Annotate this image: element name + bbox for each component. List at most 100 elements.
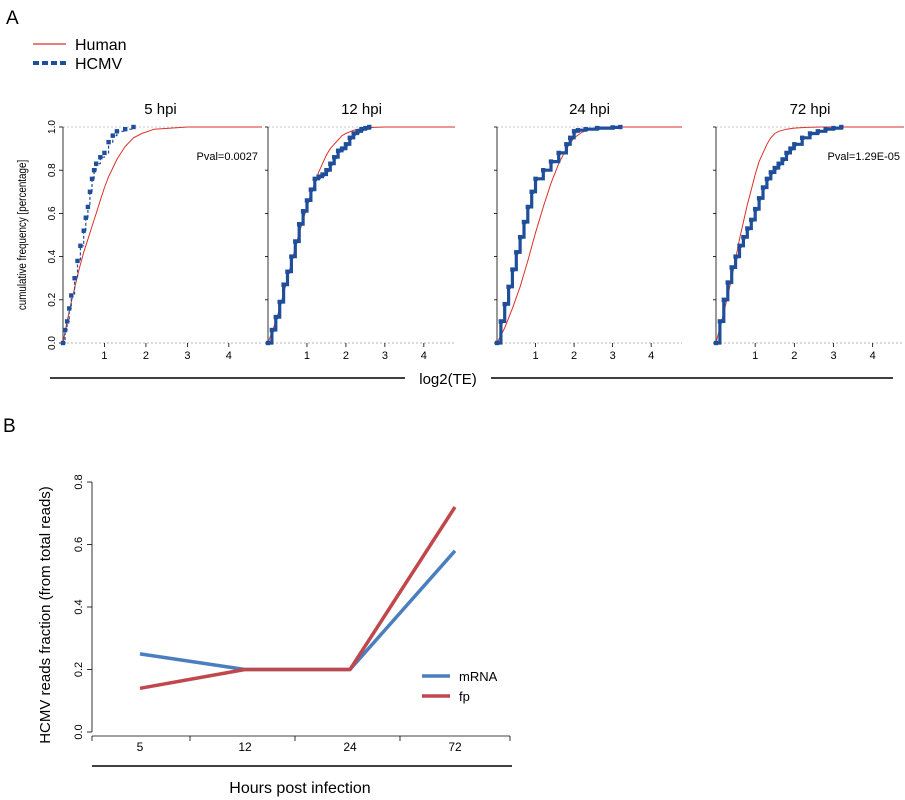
hcmv-point [122,126,128,132]
y-tick-label: 0.6 [73,537,85,552]
hcmv-point [784,150,789,156]
cdf-plot-24hpi: 1 2 3 4 24 hpi [494,101,682,362]
hcmv-point [85,204,91,210]
x-tick-label: 3 [610,350,616,362]
hcmv-point [610,125,615,130]
cdf-plot-72hpi: 1 2 3 4 72 hpi Pval=1.29E-05 [713,101,904,362]
human-cdf-line [267,126,455,344]
hcmv-point [89,176,95,182]
hcmv-point [815,129,821,134]
x-tick-label: 72 [448,740,462,754]
hcmv-point [102,150,107,156]
hcmv-point [300,209,306,214]
hcmv-point [351,131,356,136]
hcmv-point [564,142,569,147]
panel-a-xlabel: log2(TE) [419,371,477,388]
hcmv-point [799,135,805,140]
hcmv-point [760,185,766,190]
hcmv-point [541,168,546,173]
hcmv-point [339,146,345,151]
hcmv-point [548,159,554,164]
hcmv-point [359,126,364,132]
x-tick-label: 3 [184,350,190,362]
hcmv-point [335,148,341,153]
hcmv-point [713,340,719,346]
hcmv-point [324,168,329,173]
series-line-fp [139,506,457,691]
x-tick-label: 3 [382,350,388,362]
hcmv-point [733,254,738,259]
x-tick-label: 1 [304,350,310,362]
hcmv-point [114,129,120,134]
y-tick-label: 0.0 [73,724,85,739]
x-tick-label: 4 [226,350,232,362]
subplot-title: 5 hpi [144,101,177,118]
hcmv-point [595,125,600,131]
hcmv-point [768,170,774,175]
hcmv-point [93,161,99,166]
hcmv-point [91,168,97,173]
hcmv-point [296,222,302,227]
hcmv-point [717,319,723,324]
subplot-title: 72 hpi [790,101,831,118]
hcmv-point [721,297,727,302]
hcmv-point [618,124,623,130]
hcmv-point [506,284,511,290]
panel-b-label: B [3,416,16,437]
hcmv-point [106,139,111,145]
x-tick-label: 2 [143,350,149,362]
hcmv-cdf-line [716,126,843,345]
panel-a-ylabel: cumulative frequency [percentage] [16,160,29,310]
hcmv-point [823,126,828,132]
hcmv-point [521,219,527,225]
legend-label-mrna: mRNA [459,669,498,684]
panel-a-label: A [6,8,19,29]
hcmv-point [807,131,813,136]
hcmv-point [343,142,349,147]
hcmv-point [749,217,754,223]
y-axis-label: HCMV reads fraction (from total reads) [37,486,54,744]
hcmv-point [277,299,282,305]
hcmv-point [75,258,80,264]
hcmv-point [575,128,581,133]
x-tick-label: 12 [238,740,252,754]
hcmv-point [308,187,314,192]
hcmv-point [110,133,115,138]
hcmv-point [583,126,588,132]
hcmv-point [367,124,372,130]
hcmv-point [355,129,360,134]
subplot-title: 24 hpi [569,101,610,118]
x-tick-label: 4 [870,350,876,362]
hcmv-point [320,172,325,177]
x-tick-label: 1 [532,350,538,362]
hcmv-point [347,135,353,140]
hcmv-point [788,146,793,151]
hcmv-point [741,234,746,240]
hcmv-point [525,204,531,210]
hcmv-point [756,196,762,201]
hcmv-point [67,306,72,311]
hcmv-point [725,280,730,285]
hcmv-point [571,129,577,134]
y-tick-label: 0.8 [73,474,85,489]
hcmv-point [312,176,317,182]
subplot-title: 12 hpi [341,101,382,118]
hcmv-point [316,174,321,179]
hcmv-point [498,319,504,324]
y-tick-label: 0.2 [47,292,58,306]
x-tick-label: 24 [343,740,357,754]
hcmv-point [273,314,278,320]
hcmv-point [556,150,561,156]
hcmv-point [752,206,758,212]
hcmv-point [281,282,286,287]
hcmv-point [269,327,275,333]
x-tick-label: 5 [137,740,144,754]
hcmv-point [332,155,337,160]
pvalue-annotation: Pval=1.29E-05 [828,151,900,163]
hcmv-point [81,228,86,233]
hcmv-point [772,165,777,171]
x-tick-label: 4 [648,350,654,362]
hcmv-point [64,319,70,324]
x-tick-label: 3 [830,350,836,362]
